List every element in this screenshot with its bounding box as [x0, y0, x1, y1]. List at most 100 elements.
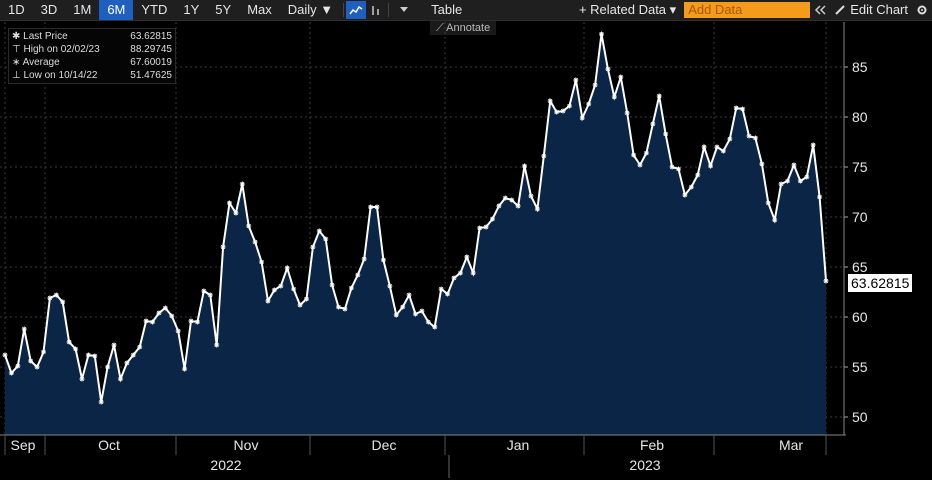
data-point — [810, 142, 816, 148]
data-point — [188, 318, 194, 324]
data-point — [380, 257, 386, 263]
data-point — [92, 353, 98, 359]
data-point — [554, 109, 560, 115]
data-point — [8, 370, 14, 376]
data-point — [489, 216, 495, 222]
data-point — [502, 195, 508, 201]
data-point — [207, 292, 213, 298]
data-point — [246, 223, 252, 229]
bar-chart-icon[interactable] — [366, 1, 386, 19]
annotate-button[interactable]: ⟋ Annotate — [430, 21, 497, 35]
data-point — [323, 236, 329, 242]
period-button-6m[interactable]: 6M — [99, 0, 134, 20]
edit-chart-button[interactable]: Edit Chart — [830, 0, 912, 20]
toolbar-divider — [343, 3, 345, 17]
chart-type-chevron-icon[interactable] — [391, 1, 417, 19]
data-point — [169, 313, 175, 319]
data-point — [201, 288, 207, 294]
gear-icon[interactable] — [912, 1, 932, 19]
legend-low: ⊥ Low on 10/14/22 51.47625 — [12, 70, 172, 81]
data-point — [432, 324, 438, 330]
x-tick-label: Oct — [98, 437, 120, 453]
period-button-1d[interactable]: 1D — [8, 2, 25, 17]
data-point — [355, 272, 361, 278]
data-point — [727, 136, 733, 142]
data-point — [143, 318, 149, 324]
data-point — [194, 319, 200, 325]
data-point — [541, 153, 547, 159]
data-point — [297, 302, 303, 308]
period-button-5y[interactable]: 5Y — [215, 2, 232, 17]
period-button-ytd[interactable]: YTD — [141, 2, 168, 17]
data-point — [387, 283, 393, 289]
data-point — [509, 197, 515, 203]
legend-last-price: ✱ Last Price 63.62815 — [12, 31, 172, 42]
data-point — [560, 108, 566, 114]
period-buttons: 1D 3D 1M 6M YTD 1Y 5Y Max — [0, 0, 280, 20]
data-point — [271, 287, 277, 293]
edit-chart-label: Edit Chart — [850, 2, 908, 17]
data-point — [528, 193, 534, 199]
data-point — [15, 363, 21, 369]
data-point — [162, 305, 168, 311]
data-point — [496, 203, 502, 209]
data-point — [592, 82, 598, 88]
table-button[interactable]: Table — [431, 2, 463, 17]
data-point — [310, 244, 316, 250]
period-button-max[interactable]: Max — [247, 2, 272, 17]
data-point — [740, 106, 746, 112]
data-point — [214, 342, 220, 348]
data-point — [150, 319, 156, 325]
data-point — [98, 399, 104, 405]
toolbar-divider — [388, 3, 390, 17]
data-point — [413, 311, 418, 317]
data-point — [797, 178, 803, 184]
data-point — [804, 174, 810, 180]
data-point — [85, 352, 91, 358]
data-point — [477, 225, 483, 231]
y-tick-label: 85 — [852, 59, 868, 75]
data-point — [105, 364, 111, 370]
x-tick-label: Sep — [11, 437, 36, 453]
data-point — [361, 256, 367, 262]
data-point — [124, 360, 130, 366]
data-point — [291, 286, 297, 292]
data-point — [34, 364, 40, 370]
data-point — [765, 200, 771, 206]
data-point — [618, 74, 624, 80]
price-line — [4, 33, 827, 403]
data-point — [2, 352, 8, 358]
y-tick-label: 50 — [852, 409, 868, 425]
data-point — [720, 148, 726, 154]
data-point — [53, 292, 59, 298]
period-button-1y[interactable]: 1Y — [183, 2, 200, 17]
data-point — [656, 93, 662, 99]
data-point — [117, 376, 123, 382]
data-point — [643, 150, 649, 156]
data-point — [682, 192, 688, 198]
data-point — [457, 270, 463, 276]
y-tick-label: 60 — [852, 309, 868, 325]
data-point — [714, 144, 720, 150]
data-point — [66, 339, 72, 345]
period-button-1m[interactable]: 1M — [73, 2, 92, 17]
data-point — [708, 163, 714, 169]
data-point — [278, 283, 284, 289]
period-button-3d[interactable]: 3D — [40, 2, 58, 17]
data-point — [438, 286, 444, 292]
collapse-double-chevron-icon[interactable] — [810, 1, 830, 19]
line-chart-icon[interactable] — [346, 1, 367, 19]
x-tick-label: Jan — [507, 437, 530, 453]
data-point — [669, 164, 675, 170]
data-point — [579, 115, 585, 121]
add-data-input[interactable] — [684, 2, 811, 18]
data-point — [637, 162, 643, 168]
data-point — [817, 194, 823, 200]
data-point — [547, 98, 553, 104]
data-point — [675, 166, 681, 172]
data-point — [265, 298, 271, 304]
toolbar: 1D 3D 1M 6M YTD 1Y 5Y Max Daily ▼ Table + Relat… — [0, 0, 932, 21]
data-point — [631, 152, 637, 158]
frequency-dropdown[interactable]: Daily ▼ — [287, 2, 334, 17]
related-data-button[interactable]: + Related Data ▾ — [578, 2, 677, 17]
